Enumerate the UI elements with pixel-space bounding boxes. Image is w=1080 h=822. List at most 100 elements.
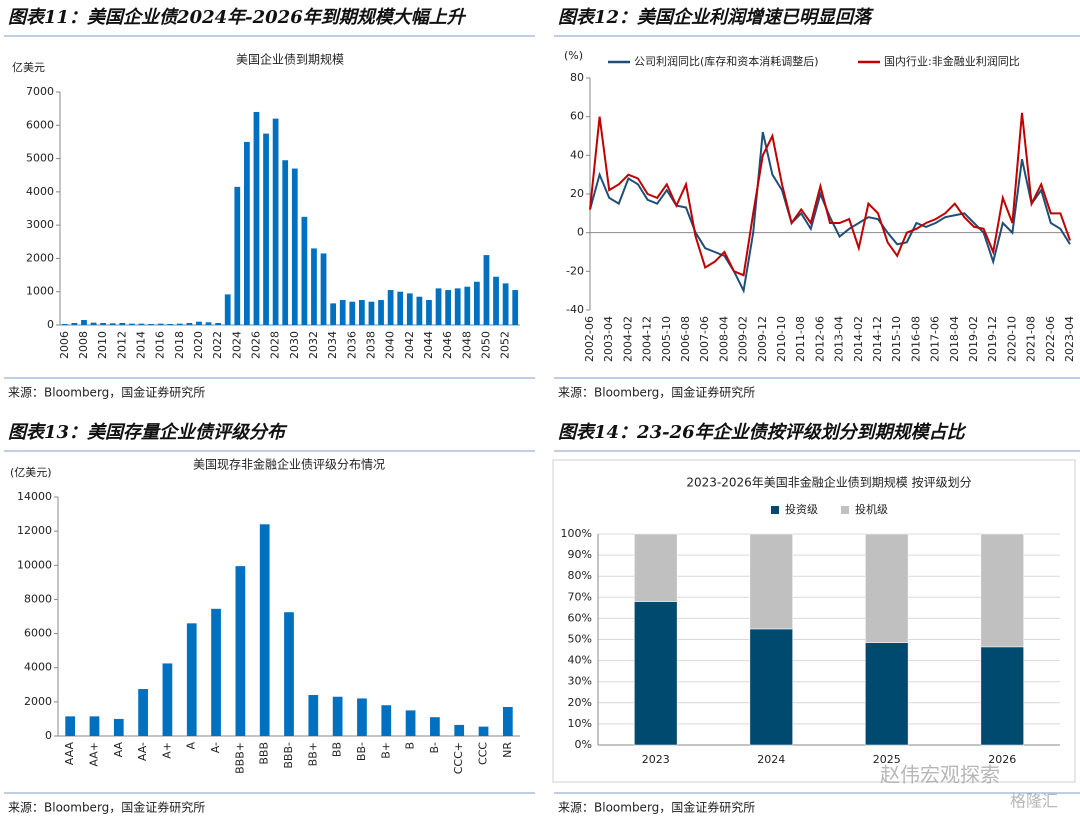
legend-label: 投机级 — [855, 502, 888, 516]
bar — [129, 323, 135, 325]
bar — [426, 300, 432, 325]
x-tick-label: 2026 — [988, 753, 1016, 766]
x-tick-label: 2026 — [249, 331, 262, 359]
x-tick-label: 2018 — [173, 331, 186, 359]
bar — [253, 111, 260, 325]
x-tick-label: BB+ — [306, 742, 319, 766]
x-tick-label: BBB- — [282, 742, 295, 769]
x-tick-label: AAA — [63, 742, 76, 766]
x-tick-label: 2009-02 — [737, 316, 750, 362]
x-tick-label: 2036 — [345, 331, 358, 359]
x-tick-label: A- — [209, 742, 222, 753]
bar — [234, 186, 241, 325]
x-tick-label: 2028 — [269, 331, 282, 359]
source: 来源：Bloomberg，国金证券研究所 — [558, 800, 755, 815]
x-tick-label: 2007-06 — [698, 316, 711, 362]
y-tick-label: 60 — [570, 110, 584, 123]
bar — [332, 696, 343, 736]
x-tick-label: 2021-08 — [1025, 316, 1038, 362]
bar — [157, 323, 164, 325]
bar — [65, 716, 76, 736]
y-tick-label: 40% — [568, 654, 592, 667]
legend-swatch — [841, 506, 849, 514]
x-tick-label: AA+ — [87, 742, 100, 767]
y-tick-label: 10% — [568, 717, 592, 730]
y-tick-label: 2000 — [24, 695, 52, 708]
y-tick-label: 80 — [570, 71, 584, 84]
x-tick-label: 2048 — [460, 331, 473, 359]
bar — [381, 705, 392, 736]
x-tick-label: 2023-04 — [1063, 316, 1076, 362]
bar — [71, 323, 78, 325]
bar — [196, 321, 202, 325]
bar — [359, 300, 365, 325]
bar — [113, 718, 124, 736]
y-tick-label: 30% — [568, 675, 592, 688]
y-tick-label: 6000 — [24, 627, 52, 640]
y-tick-label: 60% — [568, 611, 592, 624]
x-tick-label: CCC+ — [452, 742, 465, 774]
x-tick-label: 2004-02 — [621, 316, 634, 362]
panel-heading: 图表12：美国企业利润增速已明显回落 — [558, 7, 874, 28]
bar — [100, 323, 106, 325]
x-tick-label: 2030 — [288, 331, 301, 359]
x-tick-label: 2023 — [642, 753, 670, 766]
y-tick-label: 7000 — [26, 85, 54, 98]
bar — [308, 695, 319, 736]
x-tick-label: 2034 — [326, 331, 339, 359]
x-tick-label: 2014-02 — [852, 316, 865, 362]
bar — [502, 706, 513, 736]
x-tick-label: B- — [428, 742, 441, 754]
x-tick-label: 2016-08 — [909, 316, 922, 362]
bar — [301, 216, 308, 325]
bar — [272, 118, 279, 325]
y-tick-label: 0 — [47, 318, 54, 331]
bar-segment — [634, 601, 678, 746]
x-tick-label: 2008 — [77, 331, 90, 359]
bar — [109, 323, 116, 325]
x-tick-label: A+ — [160, 742, 173, 759]
x-tick-label: 2032 — [307, 331, 320, 359]
x-tick-label: 2004-12 — [641, 316, 654, 362]
bar — [176, 323, 183, 325]
y-tick-label: 10000 — [17, 558, 52, 571]
bar — [512, 290, 519, 325]
bar — [235, 566, 246, 736]
x-tick-label: 2005-10 — [660, 316, 673, 362]
x-tick-label: 2010-10 — [775, 316, 788, 362]
watermark: 赵伟宏观探索 — [880, 763, 1000, 787]
y-axis-label: 亿美元 — [12, 61, 45, 74]
chart-title: 2023-2026年美国非金融企业债到期规模 按评级划分 — [686, 475, 971, 490]
bar — [138, 323, 145, 325]
x-tick-label: 2020 — [192, 331, 205, 359]
bar — [162, 663, 173, 736]
line-series — [589, 112, 1071, 277]
y-tick-label: 6000 — [26, 118, 54, 131]
y-tick-label: 0 — [577, 226, 584, 239]
x-tick-label: 2006-08 — [679, 316, 692, 362]
x-tick-label: 2038 — [364, 331, 377, 359]
x-tick-label: 2015-10 — [890, 316, 903, 362]
bar — [211, 608, 221, 736]
x-tick-label: 2013-04 — [833, 316, 846, 362]
y-tick-label: 40 — [570, 148, 584, 161]
legend-label: 国内行业:非金融业利润同比 — [884, 54, 1020, 68]
x-tick-label: 2017-06 — [929, 316, 942, 362]
bar — [430, 717, 440, 736]
bar-segment — [749, 533, 793, 630]
panel-heading: 图表14：23-26年企业债按评级划分到期规模占比 — [558, 422, 967, 443]
watermark: 格隆汇 — [1010, 792, 1058, 811]
x-tick-label: 2022-06 — [1044, 316, 1057, 362]
legend-label: 投资级 — [785, 502, 818, 516]
source: 来源：Bloomberg，国金证券研究所 — [8, 800, 205, 815]
y-tick-label: 80% — [568, 569, 592, 582]
y-tick-label: 8000 — [24, 592, 52, 605]
x-tick-label: 2024 — [230, 331, 243, 359]
chart-title: 美国现存非金融企业债评级分布情况 — [193, 457, 385, 472]
bar — [378, 300, 384, 325]
source: 来源：Bloomberg，国金证券研究所 — [8, 385, 205, 400]
legend-swatch — [771, 506, 779, 514]
y-tick-label: 2000 — [26, 251, 54, 264]
x-tick-label: 2010 — [96, 331, 109, 359]
